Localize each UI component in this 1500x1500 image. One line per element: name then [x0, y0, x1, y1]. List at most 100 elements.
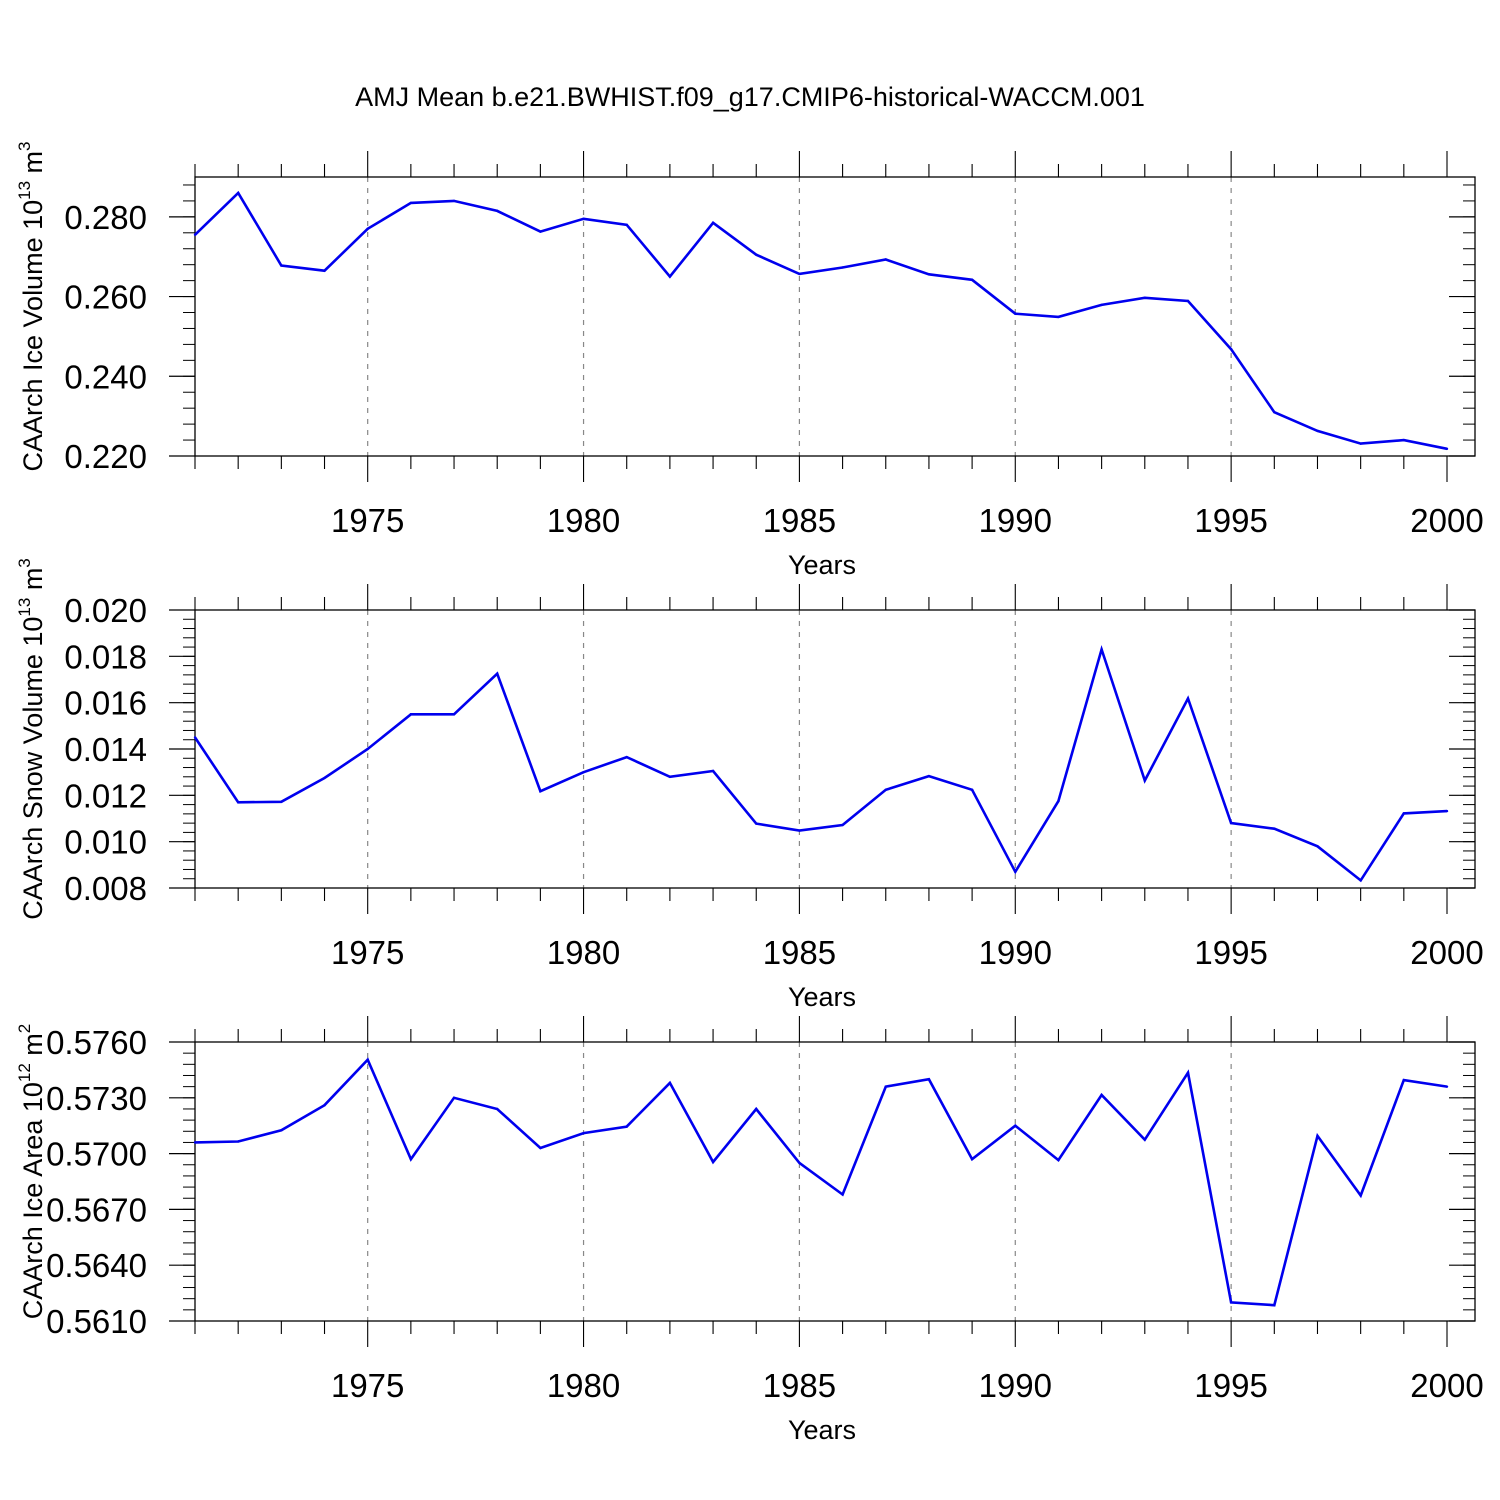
- data-point: [1057, 799, 1060, 803]
- data-point: [1273, 410, 1276, 414]
- x-tick-label: 1980: [547, 1367, 620, 1404]
- x-axis-label: Years: [788, 982, 856, 1012]
- series-line: [194, 1057, 1448, 1307]
- data-point: [1445, 447, 1449, 451]
- y-tick-label: 0.280: [64, 199, 147, 236]
- data-point: [798, 829, 801, 832]
- data-point: [1445, 809, 1449, 813]
- data-point: [927, 1078, 931, 1081]
- data-point: [884, 788, 887, 791]
- data-point: [193, 233, 197, 236]
- y-tick-label: 0.010: [64, 824, 147, 861]
- data-point: [625, 755, 628, 759]
- x-tick-label: 1995: [1194, 502, 1267, 539]
- data-point: [1402, 1078, 1406, 1082]
- data-point: [1100, 303, 1103, 307]
- data-point: [1359, 879, 1362, 882]
- data-point: [496, 1107, 499, 1111]
- data-point: [625, 223, 628, 227]
- data-point: [582, 1131, 585, 1135]
- data-point: [1316, 429, 1319, 433]
- data-point: [1014, 312, 1017, 315]
- x-tick-label: 1980: [547, 934, 620, 971]
- data-point: [236, 191, 240, 195]
- data-point: [582, 770, 585, 774]
- data-point: [1316, 1134, 1319, 1138]
- data-point: [1100, 648, 1103, 651]
- data-point: [1229, 347, 1233, 351]
- data-point: [884, 1085, 887, 1088]
- y-tick-label: 0.008: [64, 870, 147, 907]
- data-point: [927, 273, 931, 276]
- data-point: [193, 1141, 197, 1144]
- data-point: [1273, 827, 1276, 830]
- data-point: [1186, 299, 1190, 303]
- data-point: [668, 275, 672, 278]
- x-tick-label: 1990: [979, 934, 1052, 971]
- data-point: [280, 800, 283, 804]
- y-tick-label: 0.260: [64, 279, 147, 316]
- data-point: [884, 258, 887, 261]
- data-point: [1273, 1303, 1276, 1307]
- data-point: [841, 823, 844, 827]
- data-point: [841, 266, 844, 269]
- data-point: [452, 713, 456, 716]
- data-point: [1229, 1301, 1233, 1304]
- x-tick-label: 1985: [763, 934, 836, 971]
- data-point: [1316, 845, 1319, 848]
- data-point: [1143, 1138, 1146, 1141]
- y-tick-label: 0.014: [64, 731, 147, 768]
- data-point: [711, 1160, 715, 1164]
- data-point: [1359, 442, 1362, 445]
- data-point: [970, 1157, 974, 1161]
- y-tick-label: 0.5700: [46, 1136, 147, 1173]
- data-point: [1186, 1071, 1190, 1074]
- y-tick-label: 0.5640: [46, 1247, 147, 1284]
- x-tick-label: 1990: [979, 502, 1052, 539]
- x-tick-label: 1975: [331, 502, 404, 539]
- data-point: [1143, 779, 1146, 782]
- data-point: [409, 201, 413, 205]
- x-axis-label: Years: [788, 550, 856, 580]
- data-point: [452, 199, 456, 203]
- data-point: [323, 1104, 326, 1107]
- x-tick-label: 1995: [1194, 934, 1267, 971]
- panels: 0.220 0.240 0.260 0.280 1975 1980 1985 1990 1995…: [15, 141, 1484, 1445]
- figure-title: AMJ Mean b.e21.BWHIST.f09_g17.CMIP6-hist…: [355, 82, 1145, 112]
- data-point: [280, 1129, 283, 1132]
- data-point: [668, 775, 672, 778]
- data-point: [625, 1125, 628, 1128]
- plot-frame: [194, 176, 1476, 457]
- panel-2: 0.008 0.010 0.012 0.014 0.016 0.018 0.020 1975 1…: [15, 558, 1484, 1012]
- panel-3: 0.5610 0.5640 0.5670 0.5700 0.5730 0.5760 1975…: [15, 1016, 1484, 1445]
- data-point: [927, 774, 931, 778]
- data-point: [1057, 315, 1060, 319]
- data-point: [1100, 1093, 1103, 1097]
- x-tick-label: 1985: [763, 1367, 836, 1404]
- y-tick-label: 0.020: [64, 592, 147, 629]
- data-point: [1014, 870, 1017, 873]
- data-point: [582, 217, 585, 221]
- data-point: [1359, 1194, 1362, 1197]
- x-tick-label: 1975: [331, 934, 404, 971]
- data-point: [539, 789, 542, 793]
- x-tick-label: 2000: [1410, 1367, 1483, 1404]
- data-point: [539, 1146, 542, 1150]
- x-tick-label: 1990: [979, 1367, 1052, 1404]
- series-line: [194, 190, 1448, 451]
- data-point: [1445, 1085, 1449, 1088]
- data-point: [236, 801, 240, 804]
- data-point: [970, 788, 974, 791]
- data-point: [970, 278, 974, 282]
- y-tick-label: 0.5760: [46, 1024, 147, 1061]
- data-point: [1402, 812, 1406, 815]
- data-point: [798, 272, 801, 276]
- data-point: [193, 736, 197, 739]
- y-tick-label: 0.5730: [46, 1080, 147, 1117]
- y-axis-label: CAArch Snow Volume 1013 m3: [15, 558, 48, 920]
- x-tick-label: 1980: [547, 502, 620, 539]
- data-point: [366, 1058, 369, 1061]
- data-point: [409, 713, 413, 716]
- y-axis-label: CAArch Ice Volume 1013 m3: [15, 141, 48, 471]
- y-tick-label: 0.240: [64, 358, 147, 395]
